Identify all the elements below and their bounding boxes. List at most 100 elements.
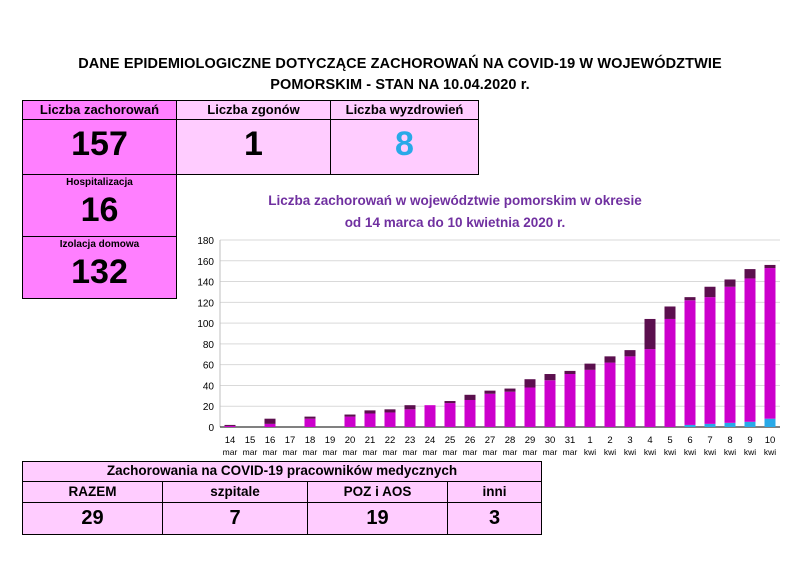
bar-home (664, 318, 676, 427)
x-tick-month: mar (343, 447, 358, 457)
bar-hosp (624, 350, 636, 357)
x-tick-day: 28 (505, 435, 516, 446)
x-tick-day: 27 (485, 435, 496, 446)
bar-home (644, 349, 656, 427)
x-tick-month: mar (503, 447, 518, 457)
deaths-label: Liczba zgonów (177, 101, 330, 120)
medical-header: szpitale (162, 481, 308, 503)
hospitalization-box: Hospitalizacja 16 (22, 174, 177, 237)
x-tick-month: kwi (704, 447, 716, 457)
bar-hosp (544, 374, 556, 381)
deaths-value: 1 (244, 125, 263, 163)
x-tick-month: mar (363, 447, 378, 457)
bar-home (464, 399, 476, 427)
x-tick-day: 22 (385, 435, 396, 446)
home-isolation-value: 132 (71, 253, 128, 291)
bar-recovered (704, 423, 716, 427)
chart-title-line-2: od 14 marca do 10 kwietnia 2020 r. (344, 215, 566, 230)
bar-home (764, 268, 776, 419)
y-tick-label: 20 (203, 402, 215, 413)
bar-hosp (364, 410, 376, 414)
x-tick-month: kwi (764, 447, 776, 457)
medical-value: 29 (22, 502, 163, 535)
bar-hosp (484, 390, 496, 394)
x-tick-month: mar (263, 447, 278, 457)
x-tick-month: mar (483, 447, 498, 457)
x-tick-month: kwi (584, 447, 596, 457)
bar-home (504, 391, 516, 427)
recovered-box: Liczba wyzdrowień 8 (330, 100, 479, 175)
cases-value: 157 (71, 125, 128, 163)
x-tick-month: mar (383, 447, 398, 457)
x-tick-day: 31 (565, 435, 576, 446)
x-tick-day: 18 (305, 435, 316, 446)
bar-hosp (684, 297, 696, 301)
x-tick-day: 25 (445, 435, 456, 446)
x-tick-month: kwi (664, 447, 676, 457)
chart-title-line-1: Liczba zachorowań w województwie pomorsk… (268, 193, 642, 208)
bar-hosp (704, 286, 716, 298)
bar-hosp (644, 318, 656, 350)
x-tick-day: 20 (345, 435, 356, 446)
x-tick-day: 9 (747, 435, 752, 446)
bar-recovered (744, 421, 756, 427)
bar-hosp (524, 379, 536, 388)
bar-hosp (604, 356, 616, 363)
x-tick-month: mar (443, 447, 458, 457)
y-tick-label: 120 (197, 298, 214, 309)
bar-home (404, 409, 416, 427)
x-tick-day: 24 (425, 435, 436, 446)
bar-hosp (344, 414, 356, 417)
recovered-label: Liczba wyzdrowień (331, 101, 478, 120)
bar-home (364, 413, 376, 427)
bar-home (264, 423, 276, 427)
x-tick-month: mar (543, 447, 558, 457)
bar-hosp (584, 363, 596, 370)
page-title: DANE EPIDEMIOLOGICZNE DOTYCZĄCE ZACHOROW… (40, 54, 760, 96)
y-tick-label: 60 (203, 361, 215, 372)
bar-home (744, 278, 756, 422)
medical-header: inni (447, 481, 542, 503)
bar-hosp (764, 264, 776, 269)
x-tick-month: mar (243, 447, 258, 457)
bar-hosp (224, 424, 236, 426)
x-tick-month: kwi (744, 447, 756, 457)
cases-label: Liczba zachorowań (23, 101, 176, 120)
x-tick-day: 15 (245, 435, 256, 446)
y-tick-label: 80 (203, 340, 215, 351)
x-tick-month: kwi (624, 447, 636, 457)
bar-home (604, 362, 616, 427)
home-isolation-box: Izolacja domowa 132 (22, 236, 177, 299)
x-tick-month: kwi (604, 447, 616, 457)
deaths-box: Liczba zgonów 1 (176, 100, 331, 175)
x-tick-day: 21 (365, 435, 376, 446)
cases-box: Liczba zachorowań 157 (22, 100, 177, 175)
bar-home (304, 418, 316, 427)
x-tick-day: 6 (687, 435, 692, 446)
x-tick-day: 4 (647, 435, 652, 446)
bar-home (724, 286, 736, 423)
y-tick-label: 40 (203, 381, 215, 392)
bar-hosp (404, 405, 416, 410)
x-tick-day: 3 (627, 435, 632, 446)
x-tick-day: 26 (465, 435, 476, 446)
bar-recovered (764, 418, 776, 427)
medical-value: 19 (307, 502, 448, 535)
bar-hosp (304, 416, 316, 419)
x-tick-month: mar (323, 447, 338, 457)
x-tick-day: 30 (545, 435, 556, 446)
x-tick-month: mar (423, 447, 438, 457)
x-tick-month: mar (223, 447, 238, 457)
bar-home (624, 356, 636, 427)
bar-home (704, 297, 716, 424)
bar-home (484, 393, 496, 427)
x-tick-month: mar (283, 447, 298, 457)
title-line-2: POMORSKIM - STAN NA 10.04.2020 r. (270, 77, 530, 93)
bar-home (344, 416, 356, 427)
chart-title: Liczba zachorowań w województwie pomorsk… (230, 190, 680, 234)
x-tick-day: 19 (325, 435, 336, 446)
x-tick-day: 14 (225, 435, 236, 446)
x-tick-month: kwi (644, 447, 656, 457)
bar-home (564, 374, 576, 427)
bar-recovered (684, 424, 696, 427)
